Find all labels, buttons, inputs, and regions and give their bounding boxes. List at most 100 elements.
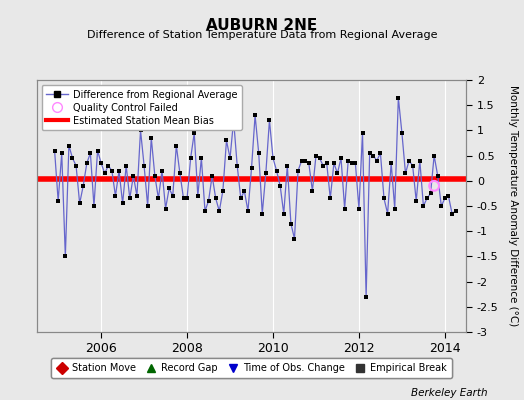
Point (122, 162, 130, 169)
Point (90, 203, 98, 209)
Point (384, 210, 392, 217)
Point (126, 195, 134, 202)
Point (104, 162, 113, 169)
Point (444, 193, 453, 199)
Point (398, 130, 406, 136)
Point (187, 155, 195, 161)
Point (204, 198, 213, 204)
Point (269, 155, 277, 161)
Point (172, 142, 180, 149)
Point (276, 183, 285, 189)
Point (451, 208, 460, 214)
Point (212, 195, 220, 202)
Point (161, 205, 170, 212)
Point (230, 117, 238, 124)
Point (312, 152, 320, 159)
Point (412, 198, 420, 204)
Point (101, 170, 109, 176)
Point (319, 162, 328, 169)
Text: AUBURN 2NE: AUBURN 2NE (206, 18, 318, 33)
Point (115, 168, 123, 174)
Point (355, 205, 363, 212)
Point (183, 195, 191, 202)
Point (140, 162, 148, 169)
Point (261, 170, 270, 176)
Point (129, 172, 137, 179)
Point (258, 210, 266, 217)
Point (304, 160, 313, 166)
Point (337, 155, 345, 161)
Point (83, 160, 91, 166)
Point (448, 210, 456, 217)
Point (405, 158, 413, 164)
Point (233, 162, 242, 169)
Point (226, 155, 234, 161)
Text: Berkeley Earth: Berkeley Earth (411, 388, 487, 398)
Point (419, 203, 428, 209)
Point (283, 162, 291, 169)
Point (58, 150, 66, 156)
Point (423, 195, 431, 202)
Point (308, 188, 316, 194)
Point (247, 165, 256, 171)
Point (251, 112, 259, 118)
Point (315, 155, 324, 161)
Point (64, 142, 73, 149)
Point (322, 160, 331, 166)
Point (169, 193, 177, 199)
Point (54, 198, 62, 204)
Point (255, 150, 263, 156)
Point (376, 150, 385, 156)
Point (430, 183, 438, 189)
Point (107, 168, 116, 174)
Point (287, 220, 295, 227)
Point (215, 208, 223, 214)
Y-axis label: Monthly Temperature Anomaly Difference (°C): Monthly Temperature Anomaly Difference (… (508, 85, 518, 327)
Point (219, 188, 227, 194)
Text: Difference of Station Temperature Data from Regional Average: Difference of Station Temperature Data f… (87, 30, 437, 40)
Point (147, 135, 156, 141)
Point (330, 160, 338, 166)
Point (433, 172, 442, 179)
Point (118, 200, 127, 207)
Point (193, 193, 202, 199)
Point (165, 185, 173, 192)
Point (437, 203, 445, 209)
Point (240, 188, 248, 194)
Point (111, 193, 119, 199)
Point (279, 210, 288, 217)
Point (158, 168, 166, 174)
Point (133, 193, 141, 199)
Point (97, 160, 105, 166)
Point (333, 170, 342, 176)
Point (387, 160, 395, 166)
Point (201, 208, 209, 214)
Point (75, 200, 84, 207)
Point (390, 205, 399, 212)
Point (344, 158, 352, 164)
Point (50, 147, 59, 154)
Point (298, 158, 306, 164)
Point (358, 130, 367, 136)
Point (301, 158, 309, 164)
Point (61, 253, 70, 260)
Point (408, 162, 417, 169)
Point (341, 205, 349, 212)
Point (365, 150, 374, 156)
Legend: Station Move, Record Gap, Time of Obs. Change, Empirical Break: Station Move, Record Gap, Time of Obs. C… (51, 358, 452, 378)
Point (208, 172, 216, 179)
Point (179, 195, 188, 202)
Point (394, 94, 402, 101)
Point (154, 195, 162, 202)
Point (369, 152, 377, 159)
Point (190, 130, 199, 136)
Legend: Difference from Regional Average, Quality Control Failed, Estimated Station Mean: Difference from Regional Average, Qualit… (41, 85, 242, 130)
Point (401, 170, 410, 176)
Point (373, 158, 381, 164)
Point (265, 117, 274, 124)
Point (86, 150, 94, 156)
Point (72, 162, 80, 169)
Point (222, 137, 231, 144)
Point (236, 195, 245, 202)
Point (79, 183, 88, 189)
